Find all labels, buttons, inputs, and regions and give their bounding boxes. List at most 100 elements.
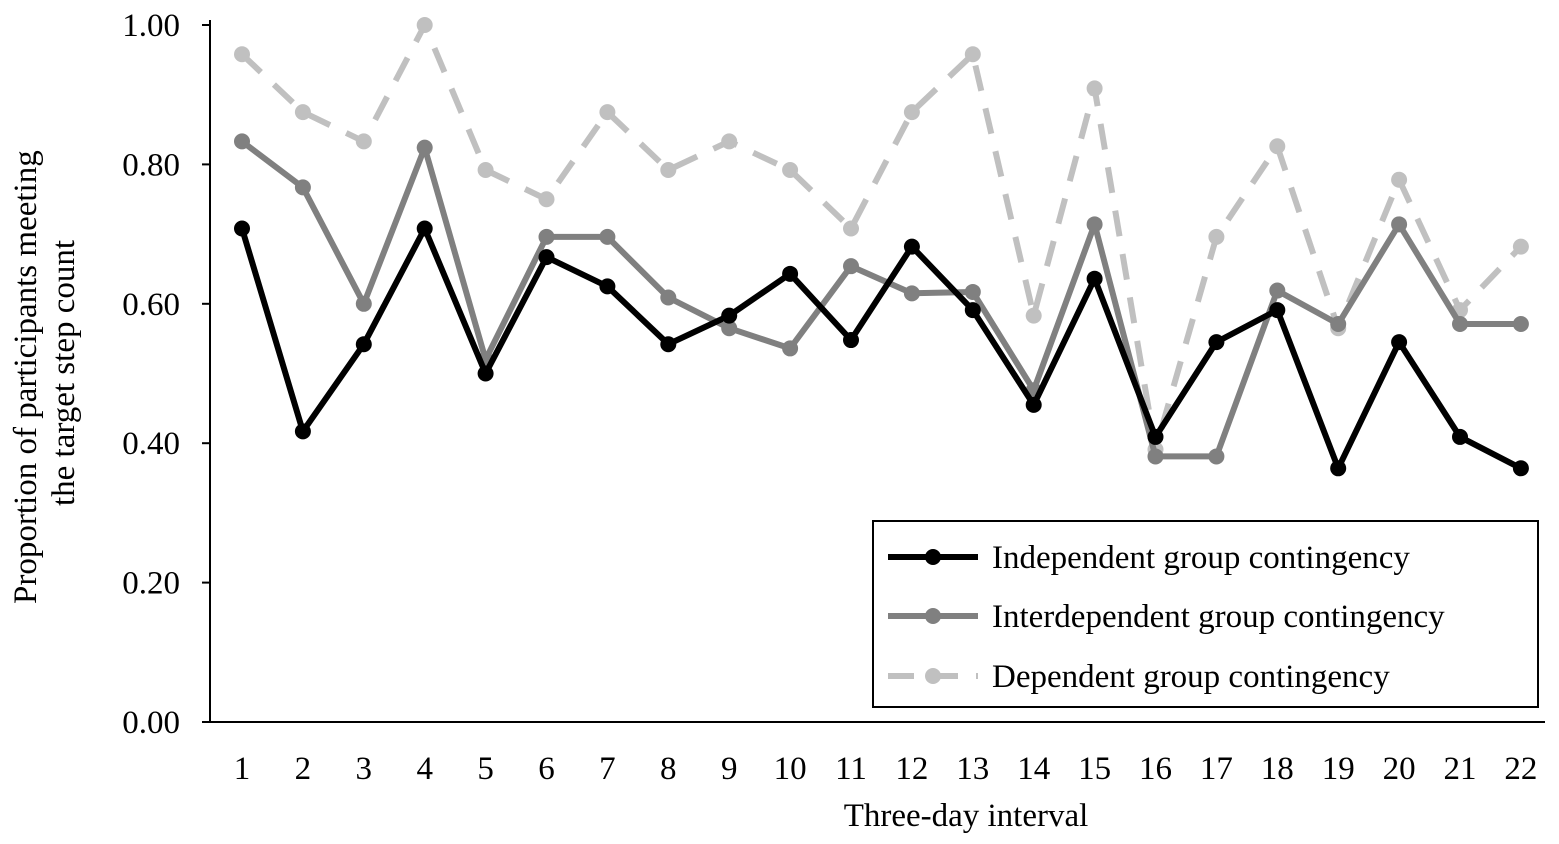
data-point: [294, 423, 311, 440]
data-point: [721, 133, 738, 150]
data-point: [477, 161, 494, 178]
data-point: [964, 302, 981, 319]
data-point: [294, 104, 311, 121]
legend-label: Interdependent group contingency: [992, 599, 1445, 635]
data-point: [1452, 428, 1468, 445]
y-tick-label: 0.80: [122, 147, 180, 183]
axes: [209, 20, 1545, 723]
data-point: [1512, 316, 1529, 333]
legend-label: Dependent group contingency: [992, 659, 1390, 695]
data-point: [355, 133, 372, 150]
x-tick-label: 14: [1017, 751, 1050, 787]
x-tick-label: 5: [477, 751, 494, 787]
series-line: [239, 22, 1524, 453]
series-1: [234, 220, 1529, 477]
data-point: [1208, 334, 1225, 351]
y-axis-ticks: 0.00 0.20 0.40 0.60 0.80 1.00: [122, 8, 210, 741]
data-point: [964, 46, 981, 63]
data-point: [1269, 282, 1286, 299]
x-tick-label: 3: [356, 751, 373, 787]
data-point: [782, 161, 799, 178]
legend-item: Dependent group contingency: [888, 659, 1390, 695]
data-point: [964, 283, 981, 300]
x-tick-label: 20: [1383, 751, 1416, 787]
data-point: [660, 336, 677, 353]
data-point: [1025, 307, 1042, 324]
x-tick-label: 11: [835, 751, 867, 787]
series-3: [234, 17, 1529, 458]
data-point: [355, 295, 372, 312]
x-tick-label: 17: [1200, 751, 1233, 787]
x-axis-ticks: 1 2 3 4 5 6 7 8 9 10 11 12 13 14 15 16 17 18 19 20 21 22: [234, 751, 1538, 787]
data-point: [1391, 216, 1408, 233]
data-point: [355, 336, 372, 353]
data-point: [1025, 396, 1042, 413]
data-point: [1086, 80, 1103, 97]
x-tick-label: 6: [538, 751, 555, 787]
y-tick-label: 0.60: [122, 287, 180, 323]
data-point: [1512, 238, 1529, 255]
x-tick-label: 9: [721, 751, 738, 787]
data-point: [1391, 334, 1408, 351]
data-point: [903, 104, 920, 121]
y-axis-label-line-1: Proportion of participants meeting: [8, 150, 44, 604]
data-point: [843, 332, 859, 349]
y-tick-label: 0.00: [122, 705, 180, 741]
x-tick-label: 7: [599, 751, 616, 787]
x-tick-label: 12: [895, 751, 928, 787]
data-point: [599, 228, 616, 245]
data-point: [294, 179, 311, 196]
data-point: [1208, 228, 1225, 245]
data-point: [416, 139, 433, 156]
data-point: [1269, 302, 1286, 319]
legend-marker: [925, 668, 941, 684]
data-point: [1147, 428, 1164, 445]
x-tick-label: 18: [1261, 751, 1294, 787]
x-tick-label: 15: [1078, 751, 1111, 787]
data-point: [1391, 171, 1408, 188]
data-point: [599, 278, 616, 295]
data-point: [538, 249, 555, 266]
data-point: [1512, 460, 1529, 477]
series-2: [234, 133, 1529, 465]
data-point: [538, 191, 555, 208]
y-tick-label: 1.00: [122, 8, 180, 44]
data-point: [782, 265, 799, 282]
data-point: [1086, 270, 1103, 287]
legend-items: Independent group contingency Interdepend…: [888, 540, 1445, 695]
legend-label: Independent group contingency: [992, 540, 1410, 576]
series-layer: [234, 17, 1529, 477]
data-point: [1086, 216, 1103, 233]
data-point: [660, 161, 677, 178]
series-line: [239, 225, 1523, 472]
data-point: [416, 220, 433, 237]
data-point: [721, 320, 738, 337]
data-point: [1269, 138, 1286, 155]
data-point: [660, 289, 677, 306]
x-tick-label: 2: [295, 751, 312, 787]
data-point: [782, 340, 799, 357]
y-tick-label: 0.20: [122, 566, 180, 602]
data-point: [843, 220, 859, 237]
data-point: [903, 238, 920, 255]
x-tick-label: 13: [956, 751, 989, 787]
data-point: [721, 307, 738, 324]
data-point: [1452, 316, 1468, 333]
data-point: [1208, 448, 1225, 465]
x-tick-label: 4: [416, 751, 433, 787]
data-point: [416, 17, 433, 33]
legend-item: Interdependent group contingency: [888, 599, 1445, 635]
data-point: [599, 104, 616, 121]
legend-marker: [925, 549, 941, 565]
data-point: [234, 220, 250, 237]
data-point: [843, 258, 859, 275]
x-tick-label: 19: [1322, 751, 1355, 787]
data-point: [234, 46, 250, 63]
legend: Independent group contingency Interdepend…: [872, 520, 1539, 708]
series-line: [240, 139, 1521, 460]
data-point: [1330, 460, 1347, 477]
x-tick-label: 8: [660, 751, 677, 787]
legend-item: Independent group contingency: [888, 540, 1410, 576]
data-point: [477, 365, 494, 382]
